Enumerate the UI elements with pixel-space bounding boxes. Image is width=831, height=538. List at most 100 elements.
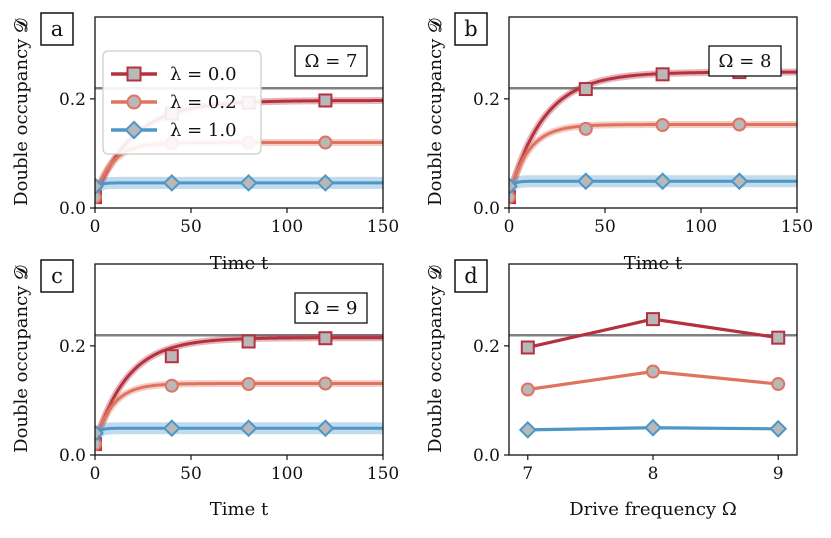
data-point	[318, 331, 333, 346]
data-point	[162, 419, 181, 438]
y-tick-label: 0.0	[59, 199, 86, 219]
y-tick-label: 0.2	[59, 90, 86, 110]
axes-frame	[94, 263, 384, 456]
panel-d-plot	[509, 312, 797, 439]
data-point	[318, 135, 333, 150]
data-point	[769, 419, 788, 438]
data-point	[771, 330, 786, 345]
panel-c-ticks: 0 50 100 150 0.0 0.2	[59, 337, 399, 484]
data-point	[576, 172, 595, 191]
series-band	[509, 175, 797, 195]
panel-letter: d	[464, 264, 477, 288]
x-tick-label: 0	[90, 464, 101, 484]
panel-letter-box	[454, 12, 488, 46]
panel-c-plot	[95, 331, 383, 452]
omega-annotation-box	[708, 45, 782, 77]
series-band	[95, 380, 383, 446]
omega-annotation: Ω = 9	[305, 298, 358, 319]
data-point	[578, 82, 593, 97]
data-point	[95, 437, 102, 452]
y-tick-label: 0.2	[473, 337, 500, 357]
series-line	[95, 382, 383, 445]
y-tick-label: 0.2	[59, 337, 86, 357]
y-tick-label: 0.0	[59, 446, 86, 466]
panel-c-series	[95, 331, 383, 452]
data-point	[509, 190, 516, 205]
panel-c: Double occupancy 𝓓 0 50 100 150 0.0 0.2 Time …	[11, 259, 399, 520]
y-axis-label: Double occupancy 𝓓	[11, 18, 32, 206]
legend-marker	[126, 66, 142, 82]
y-tick-label: 0.0	[473, 446, 500, 466]
series-line	[509, 123, 797, 198]
y-tick-label: 0.2	[473, 90, 500, 110]
legend-symbols	[111, 66, 157, 140]
data-point	[732, 117, 747, 132]
legend-marker	[124, 120, 144, 140]
data-point	[644, 418, 662, 437]
data-point	[520, 340, 535, 355]
x-tick-label: 100	[271, 464, 303, 484]
panel-d-series	[518, 312, 788, 439]
panel-letter: b	[464, 17, 477, 41]
x-tick-label: 150	[781, 217, 813, 237]
x-tick-label: 0	[504, 217, 515, 237]
data-point	[318, 376, 333, 391]
legend-label: λ = 0.0	[170, 64, 237, 85]
omega-annotation-box	[294, 292, 368, 324]
panel-b-series	[509, 65, 797, 205]
x-tick-label: 50	[594, 217, 616, 237]
panel-letter-box	[454, 259, 488, 293]
data-point	[509, 177, 518, 196]
data-point	[164, 378, 179, 393]
data-point	[655, 118, 670, 133]
data-point	[95, 190, 102, 205]
data-point	[164, 349, 179, 364]
data-point	[241, 334, 256, 349]
series-line	[509, 179, 797, 193]
legend-label: λ = 1.0	[170, 120, 237, 141]
data-point	[771, 377, 786, 392]
data-point	[646, 312, 660, 327]
omega-annotation: Ω = 7	[305, 51, 358, 72]
data-point	[578, 121, 593, 136]
y-axis-label: Double occupancy 𝓓	[425, 265, 446, 453]
panel-letter-box	[40, 259, 74, 293]
x-tick-label: 8	[648, 464, 659, 484]
x-tick-label: 50	[180, 217, 202, 237]
series-line	[95, 336, 383, 445]
data-point	[95, 177, 104, 196]
legend: λ = 0.0 λ = 0.2 λ = 1.0	[102, 50, 262, 155]
panel-b-ticks: 0 50 100 150 0.0 0.2	[473, 90, 813, 237]
series-line	[95, 181, 383, 193]
data-point	[318, 93, 333, 108]
axes-frame	[94, 16, 384, 209]
data-point	[518, 420, 537, 439]
data-point	[239, 173, 258, 192]
data-point	[239, 419, 258, 438]
data-point	[316, 173, 335, 192]
data-point	[162, 173, 181, 192]
omega-annotation-box	[294, 45, 368, 77]
axes-frame	[508, 16, 798, 209]
legend-marker	[126, 94, 142, 110]
data-point	[241, 377, 256, 392]
x-tick-label: 7	[522, 464, 533, 484]
panel-d: Double occupancy 𝓓 7 8 9 0.0 0.2 Drive frequ…	[425, 259, 798, 520]
data-point	[730, 172, 749, 191]
panel-letter-box	[40, 12, 74, 46]
panel-a-ticks: 0 50 100 150 0.0 0.2	[59, 90, 399, 237]
data-point	[655, 67, 670, 82]
panel-letter: c	[51, 264, 63, 288]
omega-annotation: Ω = 8	[719, 51, 772, 72]
series-band	[95, 422, 383, 442]
panel-b-plot	[509, 65, 797, 205]
x-axis-label: Time t	[210, 499, 269, 520]
legend-label: λ = 0.2	[170, 92, 237, 113]
panel-d-ticks: 7 8 9 0.0 0.2	[473, 337, 784, 484]
data-point	[653, 172, 672, 191]
data-point	[520, 382, 535, 397]
data-point	[646, 364, 660, 379]
y-axis-label: Double occupancy 𝓓	[425, 18, 446, 206]
